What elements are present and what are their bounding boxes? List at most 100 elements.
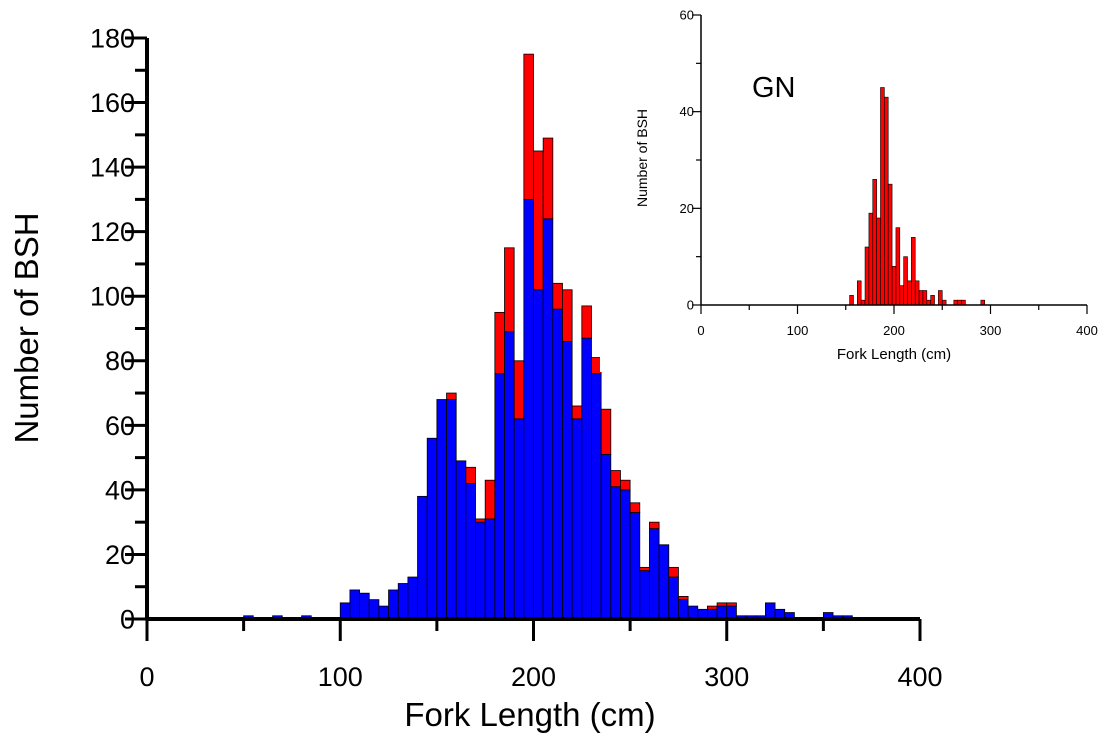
y-tick-label: 40 [105,475,135,505]
bar-series0-225 [581,337,592,620]
bar-series0-145 [426,437,438,620]
bar-series1-300 [726,602,737,607]
inset-histogram: 0 100 200 300 400 0 20 40 60 GN Fork Length (cm)… [600,0,1107,372]
y-tick-label: 140 [90,153,135,183]
y-tick-label: 60 [680,8,694,23]
y-tick-label: 60 [105,411,135,441]
bar-series0-246 [938,290,943,306]
inset-background [600,0,1107,372]
bar-series1-250 [629,502,641,513]
y-tick-label: 100 [90,282,135,312]
bar-series1-290 [707,605,718,610]
bar-series0-265 [658,544,670,620]
bar-series0-154 [849,295,854,306]
bar-series1-190 [513,360,525,420]
bar-series0-202 [895,227,901,306]
bar-series0-155 [446,399,457,620]
y-tick-label: 20 [105,540,135,570]
bar-series0-238 [930,295,935,306]
bar-series1-260 [649,521,660,530]
bar-series1-155 [446,392,457,400]
bar-series1-220 [571,405,583,420]
inset-x-axis-title: Fork Length (cm) [837,346,951,363]
bar-series1-185 [504,247,515,333]
y-tick-label: 40 [680,104,694,119]
bar-series1-200 [533,150,544,291]
inset-y-axis-title: Number of BSH [634,109,650,207]
bar-series0-214 [907,280,912,306]
bar-series0-206 [899,285,904,306]
bar-series0-180 [494,373,505,620]
bar-series0-230 [922,290,928,306]
bar-series0-270 [668,576,679,620]
bar-series0-226 [918,290,924,306]
bar-series1-255 [639,566,650,571]
bar-series0-186 [880,87,885,306]
bar-series1-295 [716,602,728,607]
bar-series0-190 [884,96,889,306]
main-bars [243,53,853,620]
bar-series1-240 [610,470,621,488]
bar-series0-105 [349,589,360,620]
bar-series0-220 [571,418,583,620]
bar-series0-205 [542,218,554,620]
bar-series0-185 [504,331,515,620]
bar-series0-260 [649,528,660,620]
bar-series0-275 [678,599,689,620]
x-tick-label: 300 [704,662,749,692]
bar-series0-250 [629,512,641,620]
bar-series0-240 [610,486,621,620]
bar-series0-130 [397,583,409,620]
main-x-axis-title: Fork Length (cm) [404,696,655,733]
bar-series1-165 [465,466,476,484]
bar-series0-162 [857,280,862,306]
x-tick-label: 100 [787,323,809,338]
bar-series0-320 [765,602,776,620]
bar-series0-110 [359,592,370,620]
bar-series1-245 [620,479,631,491]
bar-series0-235 [600,453,612,620]
y-tick-label: 20 [680,201,694,216]
x-tick-label: 100 [318,662,363,692]
x-tick-label: 400 [1076,323,1098,338]
bar-series0-174 [868,212,874,306]
bar-series0-165 [465,483,476,620]
bar-series0-198 [891,266,897,306]
bar-series1-270 [668,566,679,578]
y-tick-label: 0 [120,604,135,634]
x-tick-label: 200 [511,662,556,692]
bar-series0-200 [533,289,544,620]
bar-series1-195 [523,53,534,200]
bar-series1-210 [552,282,563,310]
y-tick-label: 80 [105,346,135,376]
x-tick-label: 300 [980,323,1002,338]
bar-series1-230 [591,357,602,375]
x-tick-label: 0 [139,662,154,692]
x-tick-label: 200 [883,323,905,338]
bar-series0-230 [591,373,602,620]
bar-series0-222 [914,280,920,306]
y-tick-label: 0 [687,298,694,313]
bar-series1-180 [494,311,505,375]
inset-title: GN [752,72,796,104]
bar-series1-175 [484,479,496,520]
bar-series0-210 [552,308,563,620]
bar-series0-150 [436,399,447,620]
bar-series0-140 [417,495,428,620]
bar-series0-255 [639,570,650,620]
bar-series0-190 [513,418,525,620]
bar-series0-215 [562,341,573,620]
bar-series0-182 [876,217,881,306]
y-tick-label: 160 [90,88,135,118]
bar-series0-195 [523,198,534,620]
inset-axes: 0 100 200 300 400 0 20 40 60 [680,8,1098,338]
bar-series0-135 [407,576,418,620]
bar-series1-225 [581,305,592,339]
bar-series1-205 [542,137,554,220]
bar-series0-115 [368,599,380,620]
bar-series0-210 [903,256,908,306]
bar-series1-235 [600,408,612,455]
